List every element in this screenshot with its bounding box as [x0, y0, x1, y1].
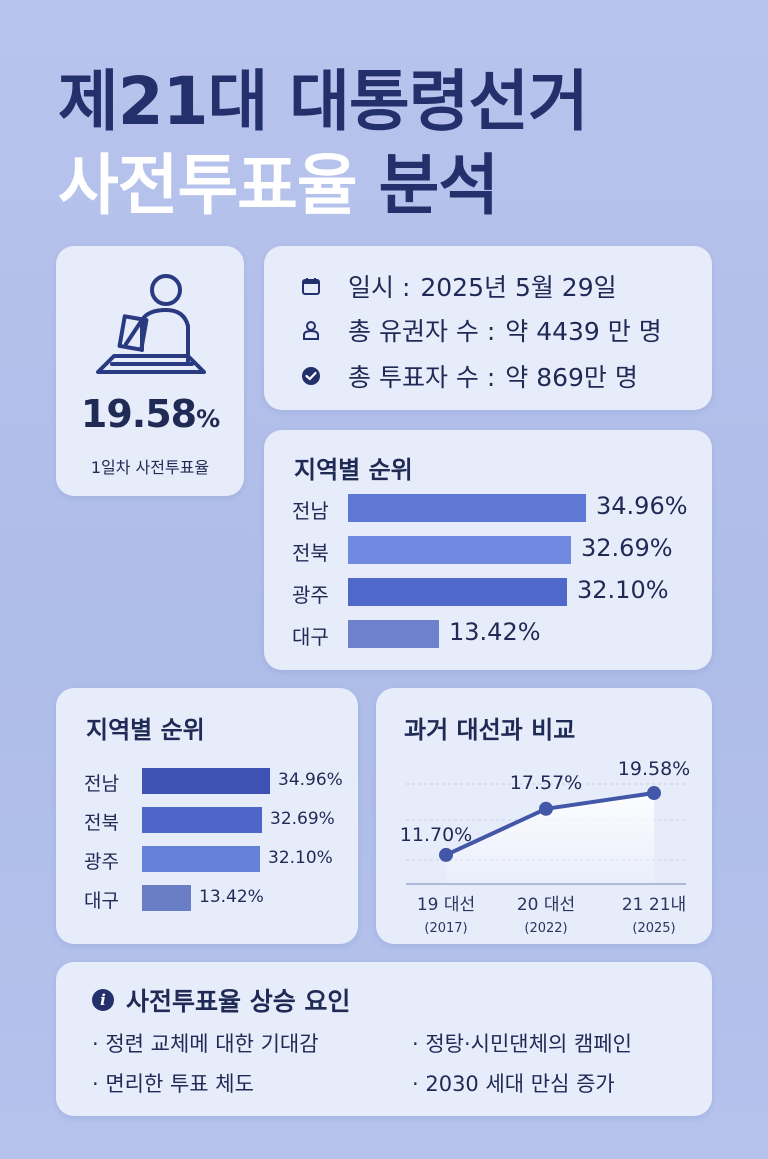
comparison-line-chart: 11.70% 19 대선 (2017) 17.57% 20 대선 (2022) 19.58%…	[400, 758, 690, 936]
region-ranking-card-2: 지역별 순위 전남 34.96% 전북 32.69% 광주 32.10% 대구 13.42%	[56, 688, 358, 944]
factor-item: · 정련 교체메 대한 기대감	[92, 1032, 319, 1056]
factor-item: · 정탕·시민댄체의 캠페인	[412, 1032, 632, 1056]
comparison-title: 과거 대선과 비교	[404, 716, 576, 744]
region-ranking-card: 지역별 순위 전남 34.96% 전북 32.69% 광주 32.10% 대구 13.42%	[264, 430, 712, 670]
page-subtitle: 사전투표율 분석	[58, 132, 499, 228]
x-tick-year: (2025)	[632, 921, 675, 936]
x-tick-year: (2017)	[424, 921, 467, 936]
region-ranking-title: 지역별 순위	[294, 456, 413, 484]
region-bar	[348, 578, 567, 606]
region-name: 광주	[84, 851, 119, 873]
region-bar	[348, 620, 439, 648]
factor-item: · 면리한 투표 체도	[92, 1072, 254, 1096]
data-label: 19.58%	[618, 758, 690, 780]
x-tick-label: 19 대선	[417, 895, 475, 915]
region-name: 전남	[292, 499, 329, 523]
x-tick-label: 21 21내	[622, 895, 686, 915]
region-value: 32.69%	[581, 534, 673, 562]
region-name: 전북	[292, 541, 329, 565]
turnout-rate-label: 1일차 사전투표율	[90, 458, 210, 477]
data-point	[647, 786, 661, 801]
region-name: 광주	[292, 583, 329, 607]
subtitle-light: 사전투표율	[58, 147, 358, 224]
region-ranking-title-2: 지역별 순위	[86, 716, 205, 744]
region-bar	[348, 536, 571, 564]
turnout-factors-card: i 사전투표율 상승 요인 · 정련 교체메 대한 기대감 · 정탕·시민댄체의…	[56, 962, 712, 1116]
data-point	[539, 801, 553, 816]
region-bar	[142, 846, 260, 872]
factors-title: i 사전투표율 상승 요인	[92, 982, 350, 1018]
x-tick-year: (2022)	[524, 921, 567, 936]
region-name: 대구	[84, 890, 119, 912]
calendar-icon	[300, 275, 322, 297]
region-value: 34.96%	[596, 492, 688, 520]
region-value: 32.10%	[577, 576, 669, 604]
data-label: 17.57%	[510, 772, 582, 794]
turnout-rate-value: 19.58%	[80, 392, 220, 436]
subtitle-dark: 분석	[378, 147, 499, 224]
info-row-voters: 총 유권자 수 : 약 4439 만 명	[300, 312, 662, 348]
info-row-participants: 총 투표자 수 : 약 869만 명	[300, 358, 638, 394]
data-point	[439, 847, 453, 862]
region-bar	[142, 807, 262, 833]
info-row-date: 일시 : 2025년 5월 29일	[300, 268, 617, 304]
region-bar	[142, 768, 270, 794]
data-label: 11.70%	[400, 824, 472, 846]
election-info-card: 일시 : 2025년 5월 29일 총 유권자 수 : 약 4439 만 명 총…	[264, 246, 712, 410]
series-area	[446, 793, 654, 884]
turnout-rate-card: 19.58% 1일차 사전투표율	[56, 246, 244, 496]
factor-item: · 2030 세대 만심 증가	[412, 1072, 615, 1096]
region-name: 대구	[292, 625, 329, 649]
region-name: 전북	[84, 812, 119, 834]
region-value: 32.69%	[270, 809, 335, 829]
info-icon: i	[92, 989, 114, 1011]
region-name: 전남	[84, 773, 119, 795]
person-icon	[300, 319, 322, 341]
region-bar	[348, 494, 586, 522]
region-value: 32.10%	[268, 848, 333, 868]
region-value: 13.42%	[199, 887, 264, 907]
page-title: 제21대 대통령선거	[58, 63, 589, 140]
x-tick-label: 20 대선	[517, 895, 575, 915]
region-value: 34.96%	[278, 770, 343, 790]
check-circle-icon	[300, 365, 322, 387]
past-election-comparison-card: 과거 대선과 비교 11.70% 19 대선 (2017) 17.57% 20 대선 (2…	[376, 688, 712, 944]
region-bar	[142, 885, 191, 911]
voter-ballot-icon	[96, 274, 206, 374]
region-value: 13.42%	[449, 618, 541, 646]
